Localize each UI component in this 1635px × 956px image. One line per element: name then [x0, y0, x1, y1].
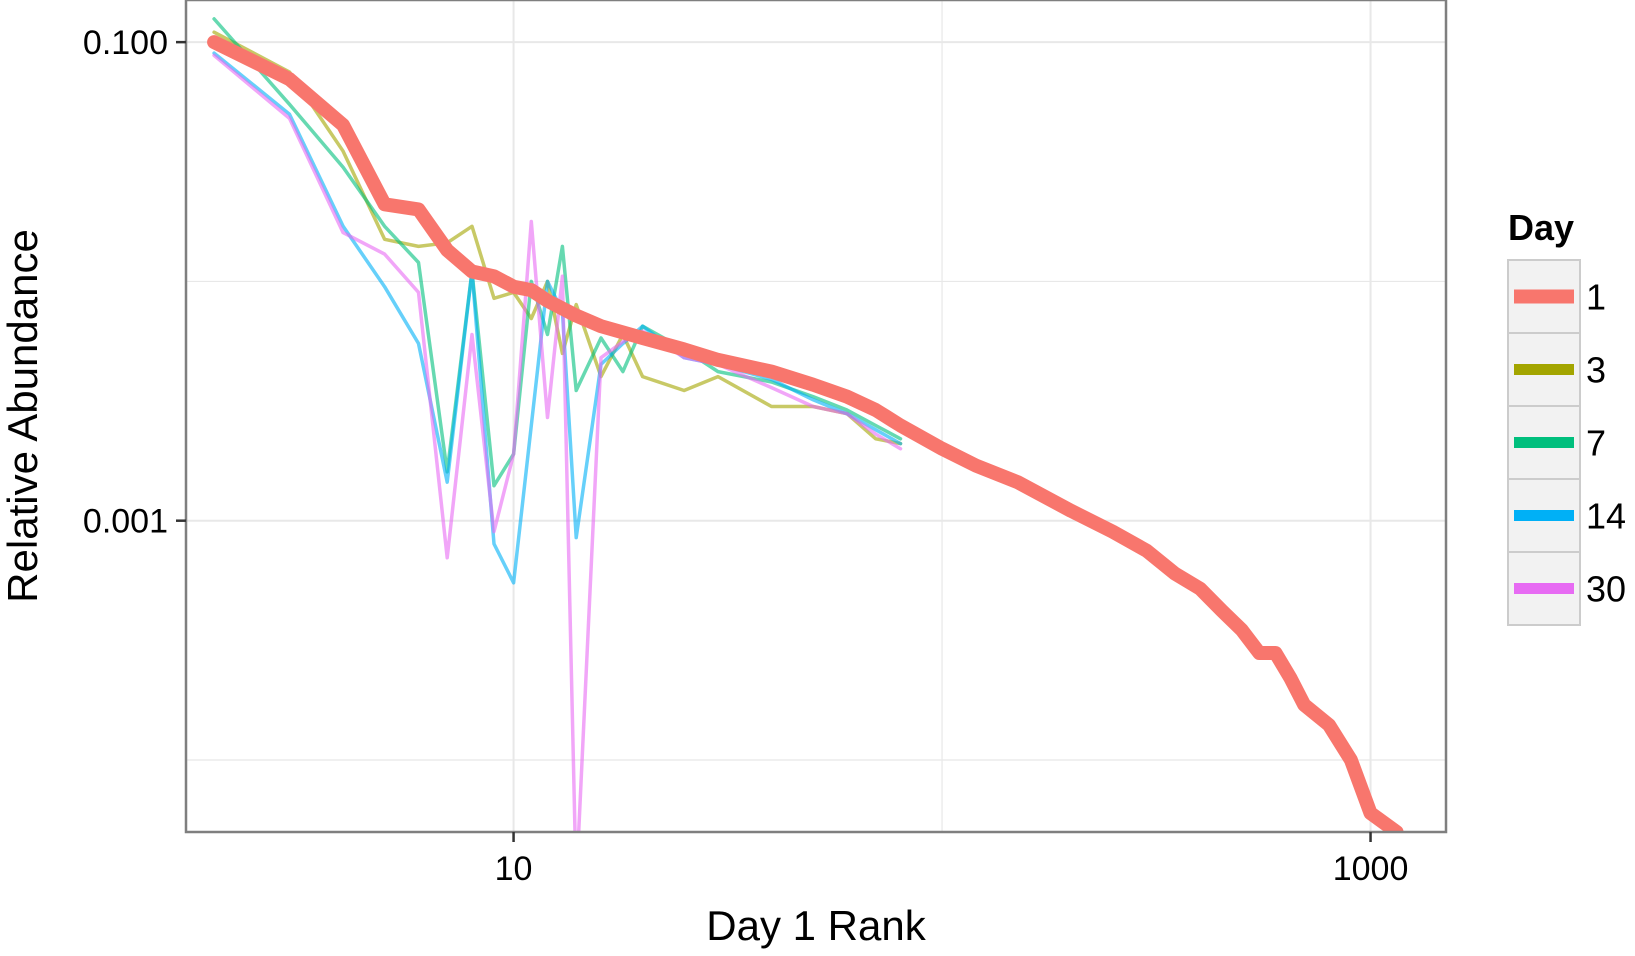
- plot-border: [184, 0, 1448, 834]
- series-line-day-30: [212, 53, 903, 832]
- axes: 10 1000 0.100 0.001: [83, 24, 1408, 888]
- y-tick-label: 0.001: [83, 503, 168, 541]
- y-tick-label: 0.100: [83, 24, 168, 62]
- x-tick-label: 1000: [1333, 850, 1409, 888]
- legend-label: 3: [1586, 350, 1606, 391]
- legend: Day 1 3 7 14 30: [1507, 207, 1626, 626]
- legend-label: 30: [1586, 569, 1626, 610]
- legend-label: 1: [1586, 277, 1606, 318]
- x-tick-label: 10: [495, 850, 533, 888]
- y-axis-title: Relative Abundance: [0, 229, 46, 603]
- plot-background: [186, 0, 1446, 832]
- legend-title: Day: [1508, 207, 1574, 248]
- legend-label: 7: [1586, 423, 1606, 464]
- x-axis-title: Day 1 Rank: [706, 902, 926, 949]
- series-line-day-1: [207, 35, 1404, 832]
- legend-label: 14: [1586, 496, 1626, 537]
- series-lines: [207, 17, 1404, 832]
- grid-lines: [186, 0, 1446, 832]
